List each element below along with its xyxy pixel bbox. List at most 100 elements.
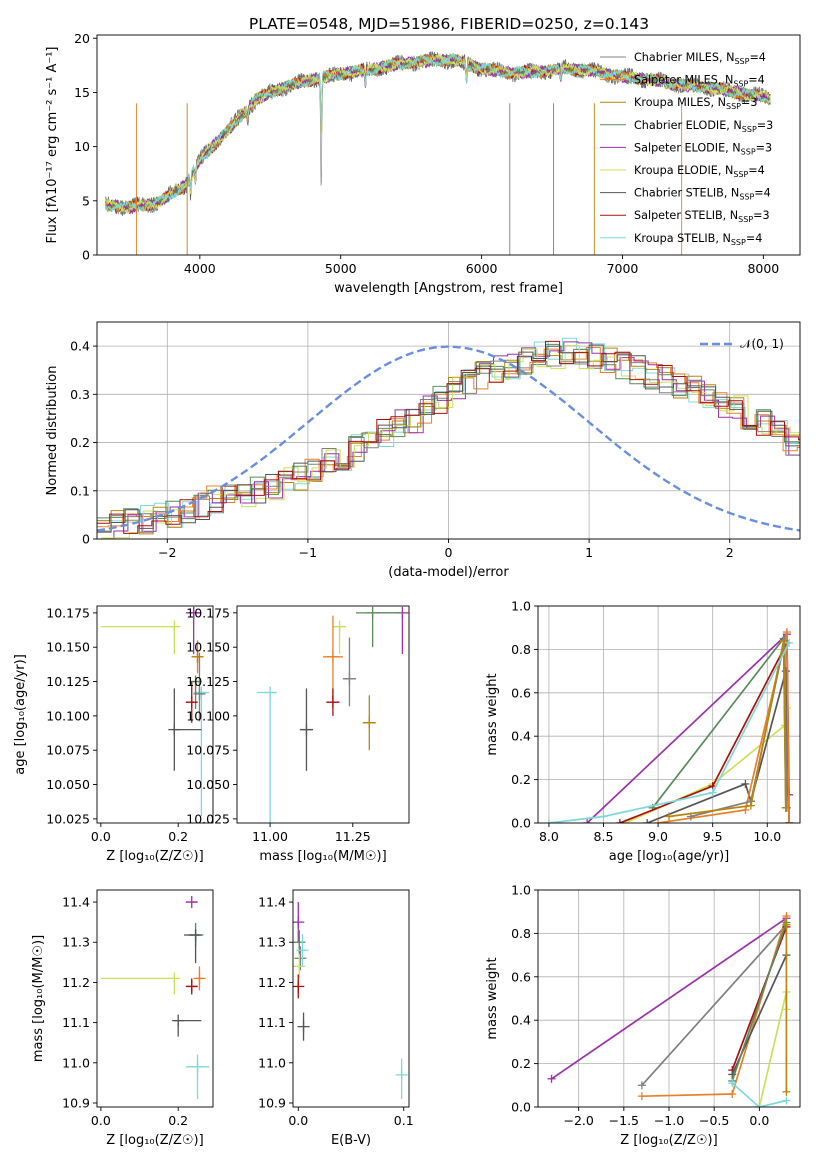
x-tick-label: 0.0 [749, 1113, 769, 1128]
y-tick-label: 10 [74, 139, 90, 154]
y-tick-label: 0.0 [511, 1100, 531, 1115]
y-tick-label: 10.9 [258, 1095, 286, 1110]
legend-entry: 𝒩(0, 1) [740, 337, 784, 351]
weight-line-3 [731, 922, 788, 1082]
x-tick-label: 8000 [747, 261, 779, 276]
y-tick-label: 20 [74, 31, 90, 46]
x-axis-label: E(B-V) [331, 1133, 371, 1148]
spectrum-line-8 [105, 52, 771, 213]
y-tick-label: 11.2 [62, 975, 90, 990]
x-tick-label: 8.0 [539, 829, 559, 844]
legend-entry: Salpeter STELIB, NSSP=3 [634, 209, 770, 224]
x-tick-label: 0.0 [91, 829, 111, 844]
axes-frame [96, 605, 214, 824]
x-axis-label: (data-model)/error [388, 565, 509, 580]
x-axis-label: Z [log₁₀(Z/Z☉)] [106, 1133, 203, 1148]
y-tick-label: 0 [82, 532, 90, 547]
y-tick-label: 10.075 [186, 743, 230, 758]
x-tick-label: 0.0 [91, 1113, 111, 1128]
plot-area [97, 337, 800, 539]
y-tick-label: 1.0 [511, 883, 531, 898]
weight-line-0 [690, 640, 788, 818]
x-tick-label: −0.5 [699, 1113, 729, 1128]
plot-area [105, 51, 771, 255]
histogram-step-8 [98, 337, 800, 528]
gaussian-reference-curve [97, 345, 800, 532]
x-tick-label: −2.0 [563, 1113, 593, 1128]
y-axis-label: mass [log₁₀(M/M☉)] [31, 935, 46, 1062]
y-tick-label: 0.4 [70, 339, 90, 354]
y-axis-label: mass weight [485, 957, 500, 1039]
histogram-step-7 [97, 340, 800, 534]
weight-line-8 [731, 1082, 787, 1107]
y-tick-label: 1.0 [511, 599, 531, 614]
x-axis-label: mass [log₁₀(M/M☉)] [259, 849, 386, 864]
y-tick-label: 0.8 [511, 642, 531, 657]
histogram-step-6 [97, 344, 800, 533]
x-tick-label: 5000 [325, 261, 357, 276]
legend-entry: Kroupa STELIB, NSSP=4 [634, 232, 762, 247]
x-tick-label: 9.0 [648, 829, 668, 844]
y-tick-label: 0.6 [511, 969, 531, 984]
legend-entry: Salpeter MILES, NSSP=4 [634, 74, 765, 89]
weight-line-8 [548, 642, 790, 823]
y-tick-label: 10.050 [186, 777, 230, 792]
axes-frame [96, 34, 801, 256]
x-tick-label: 8.5 [594, 829, 614, 844]
axes-frame [236, 605, 410, 824]
y-tick-label: 10.100 [46, 708, 90, 723]
y-tick-label: 15 [74, 85, 90, 100]
y-tick-label: 0.8 [511, 926, 531, 941]
y-tick-label: 10.025 [46, 811, 90, 826]
x-tick-label: 7000 [607, 261, 639, 276]
plot-area [544, 628, 794, 823]
x-tick-label: 2 [726, 545, 734, 560]
x-tick-label: 1 [585, 545, 593, 560]
x-tick-label: 0.2 [168, 1113, 188, 1128]
axes-frame [96, 889, 214, 1108]
y-tick-label: 10.9 [62, 1095, 90, 1110]
y-tick-label: 10.175 [186, 605, 230, 620]
y-tick-label: 0.6 [511, 685, 531, 700]
y-tick-label: 0.0 [511, 816, 531, 831]
weight-line-0 [641, 924, 788, 1086]
y-tick-label: 11.1 [62, 1015, 90, 1030]
y-tick-label: 0.2 [511, 772, 531, 787]
weight-line-5 [758, 991, 788, 1107]
y-tick-label: 10.150 [186, 640, 230, 655]
y-tick-label: 10.075 [46, 743, 90, 758]
y-axis-label: mass weight [485, 673, 500, 755]
legend-entry: Kroupa ELODIE, NSSP=4 [634, 164, 765, 179]
weight-line-1 [657, 631, 790, 823]
x-tick-label: −2 [158, 545, 176, 560]
figure-title: PLATE=0548, MJD=51986, FIBERID=0250, z=0… [249, 15, 649, 33]
spectrum-panel: 4000 5000 6000 7000 8000 0 5 10 15 20 wavelength [… [45, 31, 801, 296]
y-tick-label: 11.0 [62, 1055, 90, 1070]
residual-histogram-panel: −2 −1 0 1 2 0 0.1 0.2 0.3 0.4 (data-model)/error No… [45, 321, 801, 580]
x-axis-label: Z [log₁₀(Z/Z☉)] [106, 849, 203, 864]
y-axis-label: Normed distribution [45, 366, 60, 496]
weight-line-2 [668, 640, 787, 818]
y-tick-label: 11.2 [258, 975, 286, 990]
y-tick-label: 11.0 [258, 1055, 286, 1070]
plot-area [293, 902, 408, 1099]
x-tick-label: 10.0 [753, 829, 781, 844]
plot-area [100, 896, 210, 1099]
x-tick-label: 0.1 [394, 1113, 414, 1128]
y-axis-label: age [log₁₀(age/yr)] [13, 654, 28, 775]
y-tick-label: 0.4 [511, 729, 531, 744]
mass-vs-metallicity-panel: 0.0 0.2 10.9 11.0 11.1 11.2 11.3 11.4 Z [log₁₀(Z… [31, 889, 214, 1148]
axes-frame [292, 889, 410, 1108]
x-tick-label: 0.2 [168, 829, 188, 844]
legend-entry: Chabrier ELODIE, NSSP=3 [634, 119, 773, 134]
x-axis-label: wavelength [Angstrom, rest frame] [334, 281, 563, 296]
histogram-step-4 [99, 341, 800, 539]
plot-area [547, 912, 791, 1107]
histogram-step-0 [97, 353, 800, 533]
y-tick-label: 0.2 [511, 1056, 531, 1071]
x-tick-label: 6000 [466, 261, 498, 276]
y-tick-label: 10.050 [46, 777, 90, 792]
legend-entry: Chabrier STELIB, NSSP=4 [634, 187, 771, 202]
y-tick-label: 0.3 [70, 387, 90, 402]
x-tick-label: 0.0 [288, 1113, 308, 1128]
